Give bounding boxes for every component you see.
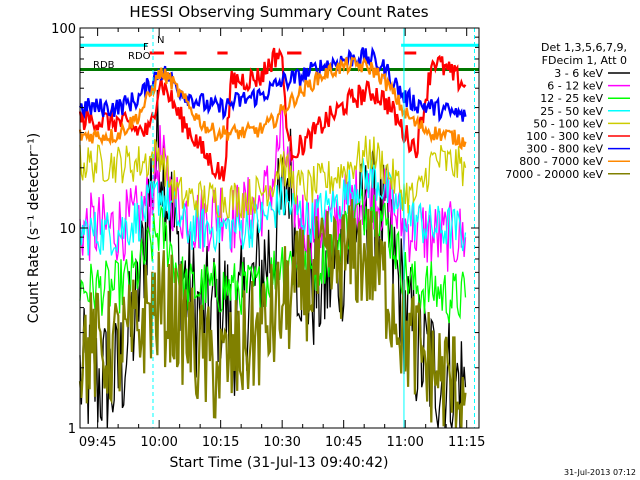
x-tick-label: 10:00 bbox=[140, 435, 177, 450]
x-tick-label: 10:30 bbox=[263, 435, 300, 450]
legend-header-1: Det 1,3,5,6,7,9, bbox=[541, 41, 627, 54]
legend-label: 50 - 100 keV bbox=[533, 117, 603, 130]
legend-label: 3 - 6 keV bbox=[554, 67, 603, 80]
x-tick-label: 10:45 bbox=[325, 435, 362, 450]
x-tick-label: 11:15 bbox=[448, 435, 485, 450]
legend-label: 800 - 7000 keV bbox=[519, 155, 603, 168]
x-axis-label: Start Time (31-Jul-13 09:40:42) bbox=[169, 455, 388, 471]
y-tick-label: 10 bbox=[59, 222, 76, 237]
flag-label: F bbox=[143, 42, 149, 53]
flag-label: RDO bbox=[128, 51, 151, 62]
x-tick-label: 11:00 bbox=[386, 435, 423, 450]
legend-label: 300 - 800 keV bbox=[526, 143, 603, 156]
x-tick-label: 09:45 bbox=[79, 435, 116, 450]
legend-label: 12 - 25 keV bbox=[540, 92, 603, 105]
y-tick-label: 1 bbox=[68, 422, 76, 437]
series-line-6 bbox=[78, 45, 467, 123]
series-line-8 bbox=[78, 199, 467, 429]
footer-date: 31-Jul-2013 07:12 bbox=[564, 468, 636, 477]
series-line-7 bbox=[78, 56, 467, 151]
series-line-4 bbox=[79, 135, 467, 219]
y-axis-label: Count Rate (s⁻¹ detector⁻¹) bbox=[26, 133, 42, 323]
x-tick-label: 10:15 bbox=[202, 435, 239, 450]
legend-header-2: FDecim 1, Att 0 bbox=[542, 54, 627, 67]
legend-label: 6 - 12 keV bbox=[547, 80, 603, 93]
y-tick-label: 100 bbox=[51, 22, 76, 37]
legend-label: 25 - 50 keV bbox=[540, 105, 603, 118]
axes: 1 10 100 09:45 10:00 10:15 10:30 10:45 11:00 11:1… bbox=[51, 22, 485, 450]
legend-label: 100 - 300 keV bbox=[526, 130, 603, 143]
flag-label: RDB bbox=[93, 60, 115, 71]
series-group bbox=[78, 45, 467, 429]
series-line-5 bbox=[78, 47, 467, 182]
series-line-3 bbox=[79, 158, 467, 256]
legend-label: 7000 - 20000 keV bbox=[505, 168, 603, 181]
flag-label: N bbox=[157, 35, 164, 46]
chart-title: HESSI Observing Summary Count Rates bbox=[129, 3, 428, 21]
